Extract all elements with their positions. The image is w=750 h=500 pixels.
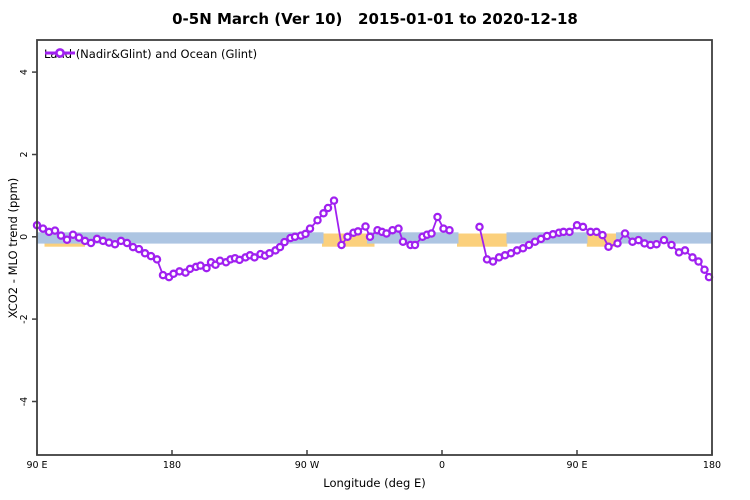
- data-point: [152, 255, 162, 264]
- legend-label: Land (Nadir&Glint) and Ocean (Glint): [44, 47, 258, 61]
- data-point: [353, 227, 363, 236]
- data-point: [365, 232, 375, 242]
- data-point: [122, 238, 132, 248]
- legend-line-marker-icon: [45, 48, 75, 58]
- data-point: [427, 229, 436, 238]
- data-point: [659, 235, 669, 245]
- data-point: [433, 212, 442, 222]
- data-point: [620, 229, 630, 238]
- data-point: [202, 263, 211, 273]
- data-point: [50, 226, 60, 235]
- x-tick-label: 90 E: [566, 460, 587, 471]
- data-point: [524, 240, 534, 250]
- x-tick-label: 90 W: [295, 460, 320, 471]
- data-point: [694, 257, 703, 266]
- data-point: [301, 229, 310, 239]
- data-point: [667, 240, 676, 250]
- data-point: [62, 235, 72, 244]
- data-point: [280, 237, 289, 247]
- data-point: [38, 224, 48, 233]
- y-axis-title: XCO2 - MLO trend (ppm): [6, 177, 20, 319]
- data-point: [410, 240, 420, 250]
- data-point: [592, 227, 601, 237]
- y-tick-label: -2: [19, 314, 30, 323]
- legend: Land (Nadir&Glint) and Ocean (Glint): [44, 47, 257, 61]
- data-point: [74, 233, 84, 242]
- data-point: [604, 242, 613, 251]
- data-point: [275, 242, 285, 252]
- data-point: [86, 238, 96, 248]
- data-point: [578, 222, 588, 232]
- x-axis-title: Longitude (deg E): [323, 476, 426, 490]
- data-point: [613, 239, 622, 248]
- data-point: [565, 227, 574, 237]
- data-point: [319, 209, 328, 218]
- data-point: [680, 246, 690, 255]
- data-point: [323, 203, 333, 213]
- data-point: [134, 244, 144, 254]
- data-point: [475, 222, 484, 232]
- reference-band-blue: [367, 232, 459, 244]
- reference-band-blue: [37, 232, 324, 244]
- x-tick-label: 180: [703, 460, 721, 471]
- y-tick-label: 2: [19, 151, 30, 157]
- data-point: [688, 253, 697, 262]
- data-point: [361, 222, 370, 231]
- chart-title: 0-5N March (Ver 10) 2015-01-01 to 2020-1…: [172, 10, 578, 28]
- plot-frame: [36, 39, 713, 456]
- y-tick-label: 4: [19, 69, 30, 75]
- data-point: [700, 265, 709, 274]
- data-point: [394, 224, 403, 233]
- data-point: [398, 237, 408, 246]
- y-tick-label: -4: [19, 397, 30, 406]
- data-point: [56, 231, 66, 240]
- data-point: [110, 239, 120, 249]
- x-tick-label: 0: [439, 460, 445, 471]
- data-point: [445, 225, 454, 235]
- data-point: [488, 257, 498, 266]
- y-tick-label: 0: [19, 234, 30, 240]
- data-point: [634, 235, 643, 245]
- data-point: [329, 196, 339, 205]
- data-point: [343, 232, 352, 242]
- data-point: [382, 229, 391, 238]
- data-point: [313, 216, 322, 225]
- data-point: [305, 224, 315, 233]
- data-point: [598, 230, 607, 240]
- data-point: [250, 253, 259, 262]
- data-point: [518, 244, 528, 253]
- data-point: [337, 240, 346, 250]
- x-tick-label: 180: [163, 460, 181, 471]
- x-tick-label: 90 E: [26, 460, 47, 471]
- data-point: [146, 251, 156, 261]
- data-point: [652, 239, 661, 249]
